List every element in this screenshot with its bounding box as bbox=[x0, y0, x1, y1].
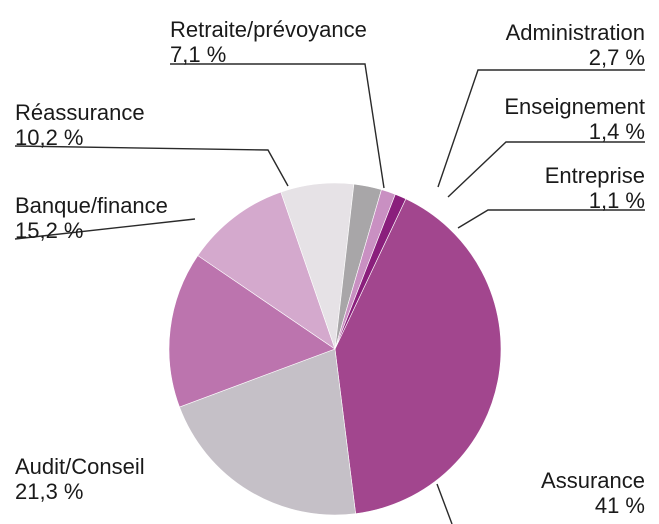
leader-line-assurance bbox=[436, 483, 453, 524]
label-audit: Audit/Conseil 21,3 % bbox=[15, 454, 145, 504]
leader-line-reassurance bbox=[14, 145, 289, 187]
leader-line-entreprise bbox=[457, 209, 645, 229]
label-administration: Administration 2,7 % bbox=[505, 20, 645, 70]
label-enseignement: Enseignement 1,4 % bbox=[504, 94, 645, 144]
leader-line-administration bbox=[437, 69, 645, 188]
leader-line-enseignement bbox=[447, 141, 645, 198]
label-entreprise: Entreprise 1,1 % bbox=[544, 163, 645, 213]
label-reassurance: Réassurance 10,2 % bbox=[15, 100, 145, 150]
leader-line-retraite-prevoyance bbox=[170, 63, 385, 189]
pie-slice-reassurance bbox=[197, 191, 336, 350]
leader-line-banque-finance bbox=[14, 218, 196, 240]
label-banque: Banque/finance 15,2 % bbox=[15, 193, 168, 243]
pie-slice-audit-conseil bbox=[179, 348, 356, 516]
label-assurance: Assurance 41 % bbox=[541, 468, 645, 518]
pie-slice-banque-finance bbox=[168, 255, 336, 408]
pie-slice-assurance bbox=[334, 198, 502, 515]
pie-slice-entreprise bbox=[334, 193, 407, 350]
label-retraite: Retraite/prévoyance 7,1 % bbox=[170, 17, 367, 67]
